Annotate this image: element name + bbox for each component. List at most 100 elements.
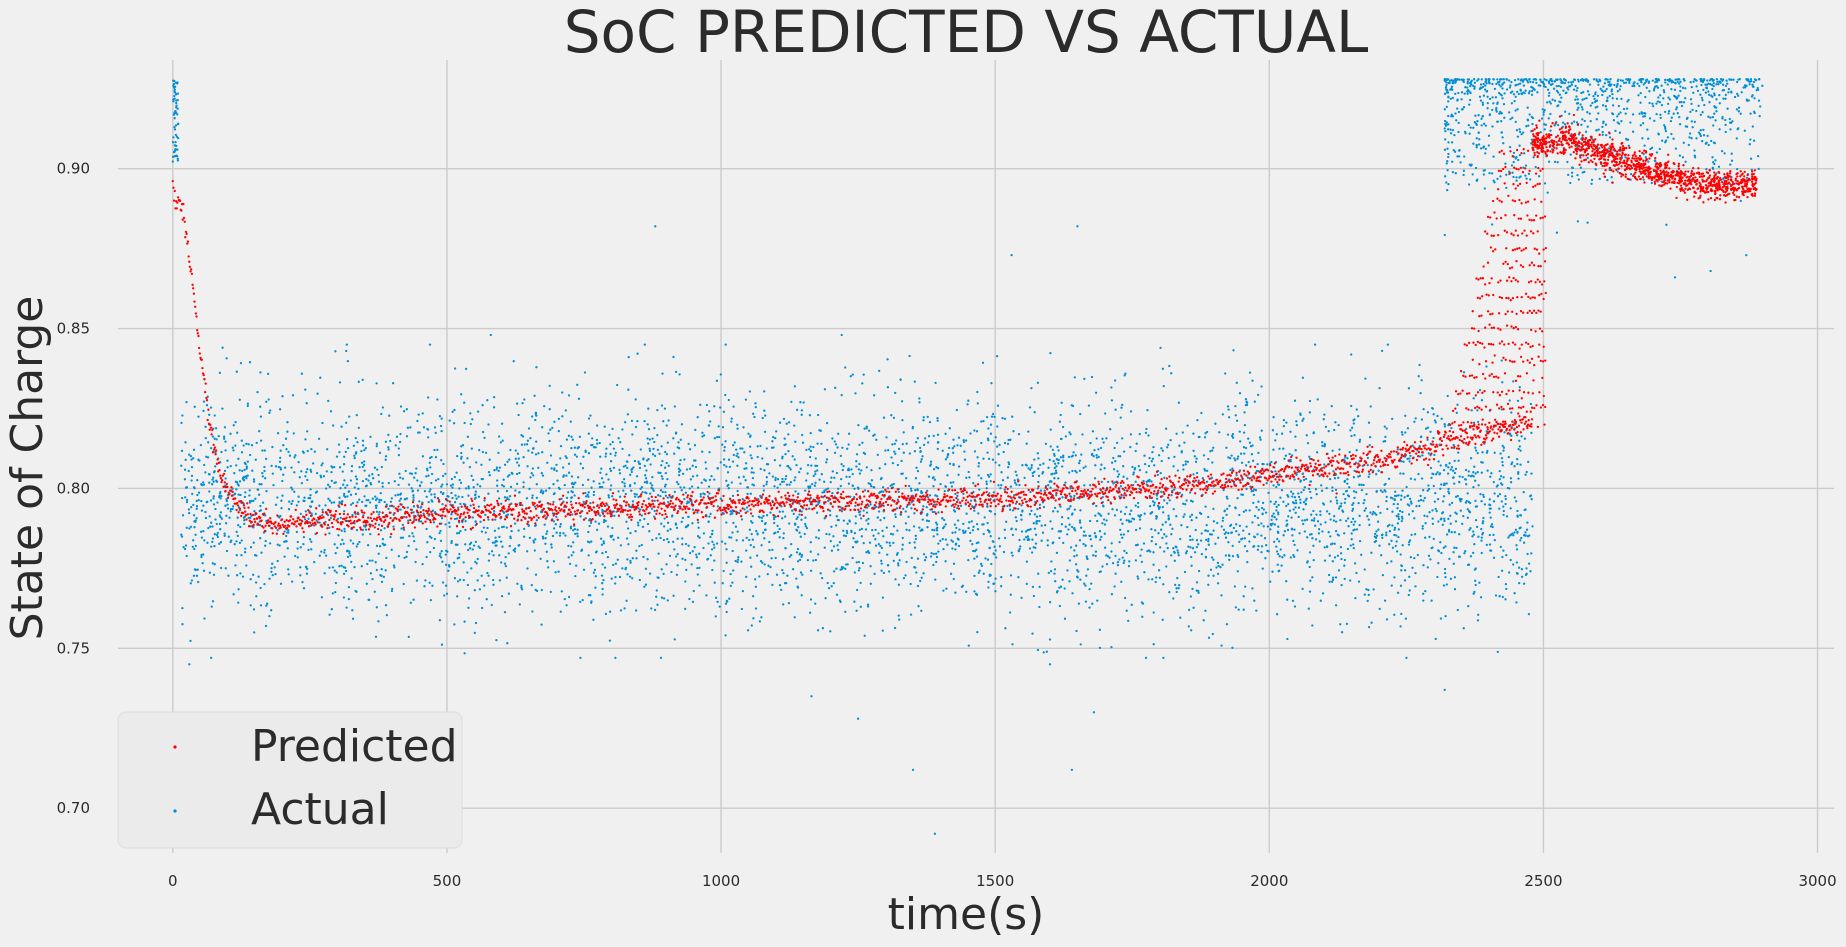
actual-point (673, 638, 676, 641)
actual-point (834, 524, 838, 527)
actual-point (567, 491, 570, 494)
actual-point (369, 483, 373, 486)
actual-point (533, 505, 537, 508)
actual-point (896, 562, 900, 565)
actual-point (685, 502, 688, 505)
actual-point (804, 516, 807, 519)
actual-point (1350, 404, 1353, 408)
actual-point (384, 569, 387, 572)
actual-point (1436, 575, 1439, 579)
actual-point (1147, 549, 1151, 552)
actual-point (1428, 535, 1431, 539)
actual-point (1207, 515, 1210, 519)
actual-point (1093, 532, 1096, 535)
actual-point (458, 478, 461, 482)
actual-point (1290, 527, 1294, 530)
actual-point (301, 450, 305, 453)
actual-point (393, 480, 396, 483)
actual-point (925, 505, 928, 509)
actual-point (1252, 544, 1256, 548)
actual-point (741, 447, 744, 450)
actual-point (707, 520, 710, 523)
actual-point (887, 449, 890, 452)
actual-point (1291, 599, 1295, 603)
actual-point (515, 482, 519, 486)
actual-point (328, 532, 331, 535)
actual-point (257, 493, 261, 496)
actual-point (433, 496, 437, 499)
actual-point (801, 573, 804, 576)
actual-point (346, 446, 350, 450)
actual-point (1017, 576, 1020, 579)
actual-point (1510, 434, 1513, 438)
actual-point (428, 581, 431, 584)
actual-point (611, 495, 614, 498)
actual-point (528, 536, 532, 540)
actual-point (830, 585, 833, 588)
actual-point (1286, 598, 1289, 601)
actual-point (763, 430, 767, 434)
actual-point (478, 588, 482, 591)
actual-point (210, 447, 213, 450)
actual-point (521, 401, 524, 405)
actual-point (264, 544, 267, 547)
actual-point (183, 468, 187, 471)
actual-point (501, 439, 504, 442)
actual-point (1473, 590, 1476, 594)
actual-point (656, 408, 659, 412)
actual-point (724, 542, 727, 545)
actual-point (1242, 595, 1245, 598)
actual-point (1401, 510, 1404, 514)
actual-point (928, 494, 932, 497)
actual-point (851, 546, 855, 549)
actual-point (683, 486, 686, 489)
actual-point (1444, 545, 1447, 548)
actual-point (1087, 404, 1091, 407)
actual-point (882, 571, 886, 575)
actual-point (1380, 349, 1384, 353)
actual-point (1283, 530, 1287, 533)
actual-point (932, 563, 935, 567)
actual-point (1152, 611, 1155, 614)
actual-point (405, 555, 408, 558)
actual-point (1261, 501, 1265, 505)
actual-point (1286, 637, 1289, 641)
actual-point (207, 441, 210, 444)
actual-point (809, 569, 813, 572)
actual-point (995, 556, 998, 559)
actual-point (1134, 480, 1137, 483)
actual-point (1031, 585, 1035, 589)
actual-point (1200, 552, 1204, 556)
actual-point (192, 486, 196, 489)
actual-point (580, 549, 583, 553)
actual-point (844, 567, 847, 570)
actual-point (792, 512, 795, 516)
actual-point (1212, 574, 1215, 577)
actual-point (259, 504, 262, 508)
actual-point (1448, 462, 1451, 465)
actual-point (795, 517, 798, 521)
actual-point (1221, 519, 1224, 522)
actual-point (1123, 489, 1126, 492)
actual-point (1235, 530, 1238, 533)
actual-point (503, 610, 507, 614)
actual-point (764, 414, 767, 417)
actual-point (966, 403, 969, 406)
actual-point (487, 423, 490, 426)
actual-point (453, 577, 457, 580)
actual-point (1190, 629, 1193, 632)
actual-point (957, 465, 961, 468)
actual-point (459, 502, 462, 506)
actual-point (911, 425, 915, 429)
actual-point (1234, 606, 1238, 609)
actual-point (635, 557, 638, 560)
actual-point (611, 440, 614, 444)
actual-point (1046, 539, 1049, 542)
actual-point (776, 478, 780, 481)
actual-point (212, 573, 216, 576)
actual-point (1434, 421, 1437, 424)
actual-point (173, 117, 176, 120)
actual-point (973, 509, 976, 512)
actual-point (249, 546, 253, 549)
actual-point (481, 404, 484, 407)
